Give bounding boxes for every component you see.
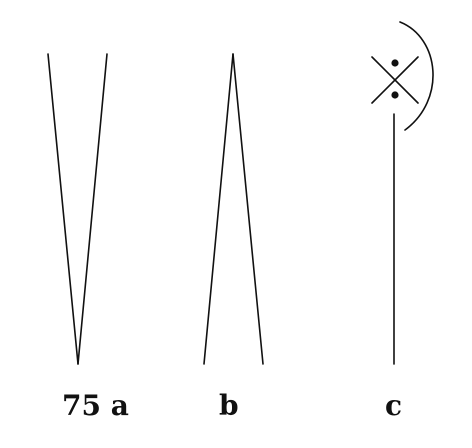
- figure-c-cross-line-2: [371, 56, 419, 104]
- figure-label-c: c: [385, 389, 403, 422]
- figure-a-v-shape: [47, 53, 108, 365]
- figure-c-upper-dot: [391, 59, 399, 67]
- figure-b-right-line: [232, 53, 264, 365]
- figure-label-a: 75 a: [62, 389, 129, 422]
- figure-a-right-line: [77, 53, 108, 365]
- figure-a-left-line: [47, 53, 79, 365]
- figure-c-crossing: [371, 21, 434, 365]
- figure-label-b: b: [219, 389, 239, 422]
- figure-b-left-line: [203, 53, 234, 365]
- figure-c-arc: [399, 21, 434, 131]
- figure-c-lower-dot: [391, 91, 399, 99]
- figure-b-inverted-v-shape: [203, 53, 264, 365]
